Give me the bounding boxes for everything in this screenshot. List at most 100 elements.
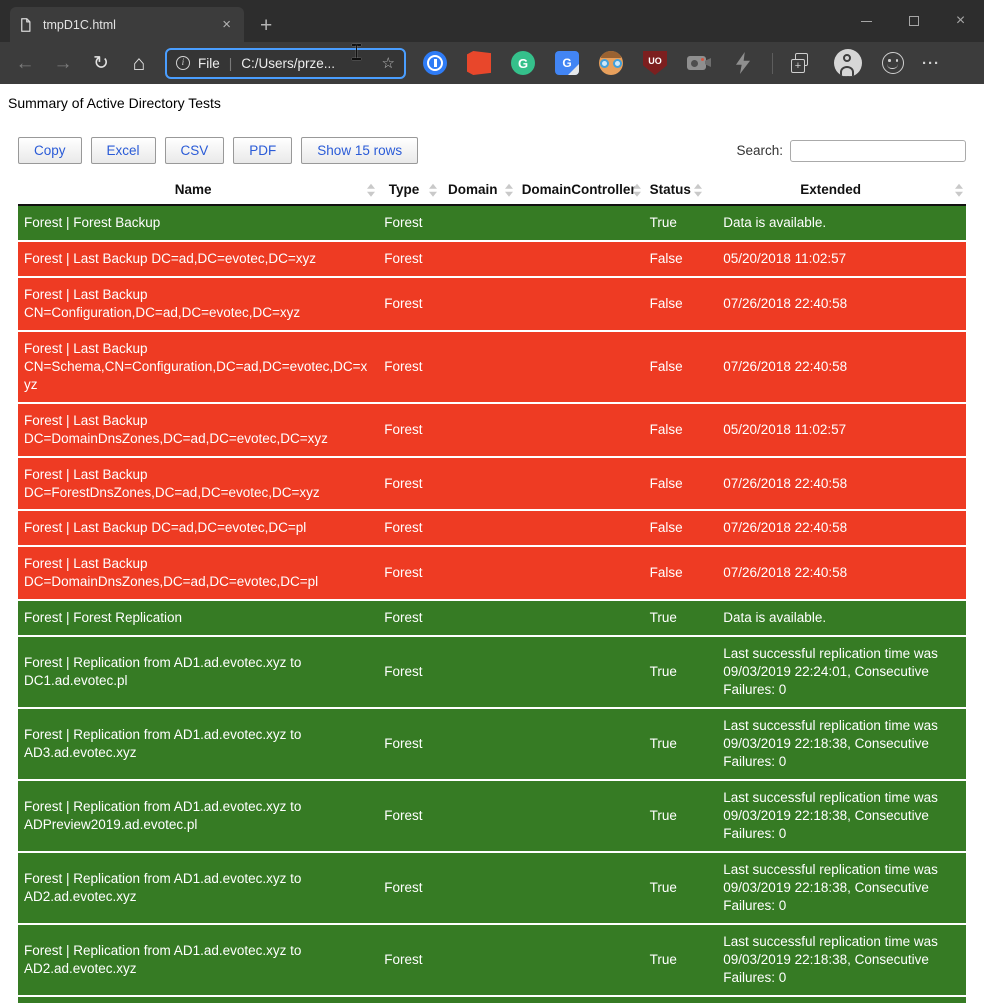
more-options-icon[interactable]: ··· (922, 54, 940, 72)
address-url[interactable]: C:/Users/prze... (241, 55, 336, 71)
column-header-status[interactable]: Status (643, 176, 706, 206)
tab-title: tmpD1C.html (43, 17, 116, 32)
table-row: Forest | Replication from AD1.ad.evotec.… (18, 851, 966, 925)
table-row: Forest | Forest Backup Forest True Data is … (18, 205, 966, 242)
cell-domaincontroller (515, 923, 644, 997)
cell-type: Forest (378, 546, 440, 602)
cell-domain (439, 276, 516, 332)
cell-domain (439, 330, 516, 404)
button-csv[interactable]: CSV (164, 137, 225, 164)
button-show-15-rows[interactable]: Show 15 rows (301, 137, 419, 164)
cell-type: Forest (378, 402, 440, 458)
cell-type: Forest (378, 276, 440, 332)
office-icon[interactable] (467, 51, 491, 75)
cell-domain (439, 205, 516, 242)
avatar-extension-icon[interactable] (599, 51, 623, 75)
new-tab-button[interactable]: + (260, 14, 273, 37)
cell-name: Forest | Last Backup CN=Schema,CN=Config… (18, 330, 379, 404)
table-row: Forest | Last Backup DC=ad,DC=evotec,DC=… (18, 510, 966, 548)
cell-domaincontroller (515, 205, 644, 242)
table-row: Forest | Replication from AD1.ad.evotec.… (18, 995, 966, 1003)
column-header-type[interactable]: Type (378, 176, 440, 206)
cell-extended: Last successful replication time was 09/… (705, 923, 966, 997)
table-row: Forest | Replication from AD1.ad.evotec.… (18, 708, 966, 782)
translate-icon[interactable]: G (555, 51, 579, 75)
address-protocol-label: File (198, 55, 220, 71)
info-icon[interactable]: i (176, 56, 190, 70)
cell-extended: 05/20/2018 11:02:57 (705, 240, 966, 278)
cell-status: True (643, 205, 706, 242)
tab-close-icon[interactable]: × (222, 16, 231, 33)
table-row: Forest | Last Backup DC=DomainDnsZones,D… (18, 402, 966, 458)
cell-type: Forest (378, 456, 440, 512)
address-bar[interactable]: i File | C:/Users/prze... ☆ (165, 47, 406, 79)
sort-icon (632, 183, 641, 197)
cell-type: Forest (378, 330, 440, 404)
search-input[interactable] (790, 139, 966, 162)
cell-name: Forest | Last Backup CN=Configuration,DC… (18, 276, 379, 332)
button-pdf[interactable]: PDF (233, 137, 293, 164)
cell-domaincontroller (515, 510, 644, 548)
cell-domain (439, 923, 516, 997)
grammarly-icon[interactable]: G (511, 51, 535, 75)
cell-extended: Last successful replication time was 09/… (705, 708, 966, 782)
cell-type: Forest (378, 708, 440, 782)
cell-domain (439, 851, 516, 925)
search-label: Search: (736, 143, 783, 158)
maximize-icon[interactable] (890, 0, 937, 42)
cell-type: Forest (378, 780, 440, 853)
smiley-feedback-icon[interactable] (882, 52, 904, 74)
minimize-icon[interactable] (843, 0, 890, 42)
favorite-star-icon[interactable]: ☆ (381, 55, 395, 72)
profile-icon[interactable] (834, 49, 862, 77)
collections-icon[interactable]: + (790, 51, 814, 75)
sort-icon (367, 183, 376, 197)
browser-toolbar: ← → ↻ ⌂ i File | C:/Users/prze... ☆ G G … (0, 42, 984, 84)
camera-icon[interactable] (687, 51, 711, 75)
browser-tab[interactable]: tmpD1C.html × (10, 7, 244, 42)
cell-extended: Last successful replication time was 09/… (705, 636, 966, 710)
cell-domaincontroller (515, 276, 644, 332)
cell-name: Forest | Last Backup DC=ad,DC=evotec,DC=… (18, 510, 379, 548)
search-box: Search: (736, 139, 966, 162)
cell-extended: Data is available. (705, 205, 966, 242)
cell-domaincontroller (515, 851, 644, 925)
cell-domain (439, 636, 516, 710)
page-favicon-icon (18, 17, 33, 33)
cell-type: Forest (378, 923, 440, 997)
cell-type: Forest (378, 851, 440, 925)
cell-status: True (643, 851, 706, 925)
table-row: Forest | Last Backup DC=ad,DC=evotec,DC=… (18, 240, 966, 278)
table-row: Forest | Last Backup CN=Schema,CN=Config… (18, 330, 966, 404)
cell-status: True (643, 636, 706, 710)
cell-status: False (643, 546, 706, 602)
column-header-domain[interactable]: Domain (439, 176, 516, 206)
button-copy[interactable]: Copy (18, 137, 82, 164)
cell-domaincontroller (515, 600, 644, 638)
column-header-name[interactable]: Name (18, 176, 379, 206)
cell-status: False (643, 510, 706, 548)
back-icon[interactable]: ← (15, 52, 35, 74)
cell-type: Forest (378, 240, 440, 278)
cell-name: Forest | Last Backup DC=DomainDnsZones,D… (18, 546, 379, 602)
cell-name: Forest | Last Backup DC=ad,DC=evotec,DC=… (18, 240, 379, 278)
home-icon[interactable]: ⌂ (132, 51, 146, 75)
ublock-origin-icon[interactable]: UO (643, 51, 667, 75)
refresh-icon[interactable]: ↻ (93, 52, 109, 74)
table-controls: Copy Excel CSV PDF Show 15 rows Search: (0, 111, 984, 176)
cell-status: False (643, 456, 706, 512)
table-row: Forest | Replication from AD1.ad.evotec.… (18, 923, 966, 997)
column-header-domaincontroller[interactable]: DomainController (515, 176, 644, 206)
column-header-extended[interactable]: Extended (705, 176, 966, 206)
lightning-icon[interactable] (731, 51, 755, 75)
cell-status: True (643, 923, 706, 997)
onepassword-icon[interactable] (423, 51, 447, 75)
sort-icon (428, 183, 437, 197)
forward-icon[interactable]: → (53, 52, 73, 74)
table-row: Forest | Last Backup DC=DomainDnsZones,D… (18, 546, 966, 602)
cell-domaincontroller (515, 708, 644, 782)
button-excel[interactable]: Excel (90, 137, 156, 164)
sort-icon (504, 183, 513, 197)
close-icon[interactable]: × (955, 12, 966, 29)
cell-extended: Data is available. (705, 600, 966, 638)
